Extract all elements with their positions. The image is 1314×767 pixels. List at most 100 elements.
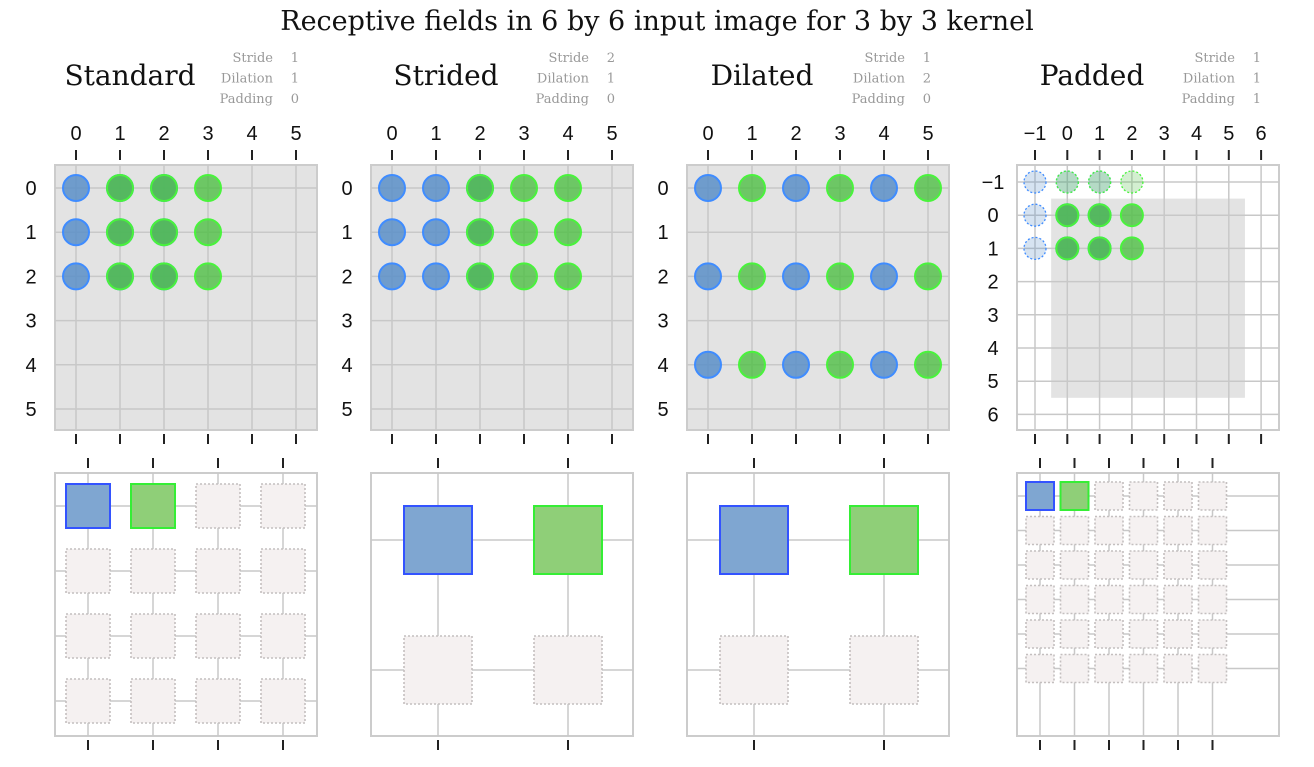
kernel-point-blue (1023, 236, 1047, 261)
kernel-point-green (1119, 236, 1144, 261)
y-tick-label: 0 (657, 178, 668, 200)
output-cell-empty (130, 548, 176, 594)
output-cell-blue (65, 483, 111, 529)
kernel-point-blue (782, 174, 810, 202)
output-cell-empty (195, 613, 241, 659)
output-cell-empty (260, 678, 306, 724)
kernel-point-green (554, 174, 582, 202)
output-cell-empty (65, 548, 111, 594)
param-value: 0 (291, 92, 299, 107)
x-tick-label: 0 (70, 123, 81, 145)
x-tick-label: 2 (158, 123, 169, 145)
output-cell-empty (1025, 653, 1055, 684)
y-tick-label: −1 (982, 172, 1005, 194)
x-tick-label: 1 (114, 123, 125, 145)
output-cell-empty (1059, 515, 1090, 546)
output-cell-green (1059, 481, 1090, 511)
x-tick-label: 6 (1256, 123, 1267, 145)
kernel-point-green (466, 262, 494, 291)
kernel-point-blue (694, 350, 722, 379)
figure-title: Receptive fields in 6 by 6 input image f… (280, 6, 1034, 37)
output-cell-empty (1094, 584, 1124, 615)
x-tick-label: 3 (202, 123, 213, 145)
output-cell-empty (65, 678, 111, 724)
kernel-point-blue (378, 218, 406, 247)
panel-dilated: Dilated Stride 1 Dilation 2 Padding 0 0 0 1 1 2 2 3 3 4… (657, 51, 950, 750)
kernel-point-blue (782, 350, 810, 379)
output-cell-empty (1094, 515, 1124, 546)
param-value: 2 (923, 72, 931, 87)
kernel-point-green (914, 350, 942, 379)
output-cell-empty (1197, 619, 1228, 649)
kernel-point-blue (422, 174, 450, 202)
output-cell-empty (1163, 550, 1193, 580)
param-label: Padding (852, 92, 905, 107)
y-tick-label: 0 (341, 178, 352, 200)
x-tick-label: 4 (1191, 123, 1202, 145)
output-cell-empty (533, 635, 603, 705)
output-cell-empty (195, 483, 241, 529)
kernel-point-green (510, 218, 538, 247)
param-label: Stride (864, 51, 905, 66)
y-tick-label: 3 (987, 305, 998, 327)
y-tick-label: 5 (657, 399, 668, 421)
kernel-point-blue (378, 262, 406, 291)
kernel-point-blue (1023, 170, 1047, 194)
output-cell-empty (403, 635, 473, 705)
kernel-point-blue (422, 262, 450, 291)
kernel-point-green (194, 218, 222, 247)
kernel-point-green (826, 262, 854, 291)
output-cell-green (130, 483, 176, 529)
kernel-point-green (1087, 236, 1112, 261)
kernel-point-green (1055, 203, 1080, 228)
input-image-area (1051, 198, 1245, 398)
x-tick-label: 3 (518, 123, 529, 145)
param-value: 2 (607, 51, 615, 66)
output-cell-empty (719, 635, 789, 705)
param-label: Stride (1194, 51, 1235, 66)
kernel-point-green (914, 174, 942, 202)
kernel-point-blue (870, 350, 898, 379)
y-tick-label: 1 (25, 222, 36, 244)
output-cell-empty (1059, 619, 1090, 649)
param-label: Dilation (537, 72, 590, 87)
kernel-point-green (106, 262, 134, 291)
y-tick-label: 1 (987, 238, 998, 260)
y-tick-label: 6 (987, 404, 998, 426)
param-value: 1 (291, 51, 299, 66)
param-value: 1 (291, 72, 299, 87)
x-tick-label: −1 (1024, 123, 1047, 145)
y-tick-label: 3 (657, 311, 668, 333)
x-tick-label: 3 (834, 123, 845, 145)
x-tick-label: 1 (430, 123, 441, 145)
x-tick-label: 2 (474, 123, 485, 145)
kernel-point-green (1087, 203, 1112, 228)
panel-title: Padded (1040, 59, 1145, 92)
output-cell-empty (1128, 515, 1159, 546)
kernel-point-green (194, 262, 222, 291)
kernel-point-green (510, 262, 538, 291)
panel-standard: Standard Stride 1 Dilation 1 Padding 0 0 0 1 1 2 2 3 3… (25, 51, 318, 750)
kernel-point-blue (870, 262, 898, 291)
y-tick-label: 2 (657, 266, 668, 288)
x-tick-label: 4 (562, 123, 573, 145)
y-tick-label: 2 (25, 266, 36, 288)
kernel-point-green (738, 350, 766, 379)
y-tick-label: 2 (987, 272, 998, 294)
output-cell-empty (1059, 584, 1090, 615)
y-tick-label: 5 (987, 371, 998, 393)
x-tick-label: 5 (1223, 123, 1234, 145)
output-cell-empty (65, 613, 111, 659)
output-cell-empty (1128, 653, 1159, 684)
kernel-point-green (106, 174, 134, 202)
y-tick-label: 4 (341, 355, 352, 377)
kernel-point-blue (870, 174, 898, 202)
kernel-point-green (1119, 203, 1144, 228)
output-cell-empty (1094, 619, 1124, 649)
output-cell-empty (195, 548, 241, 594)
param-value: 0 (923, 92, 931, 107)
output-cell-green (533, 505, 603, 575)
y-tick-label: 3 (341, 311, 352, 333)
param-label: Padding (536, 92, 589, 107)
y-tick-label: 5 (25, 399, 36, 421)
